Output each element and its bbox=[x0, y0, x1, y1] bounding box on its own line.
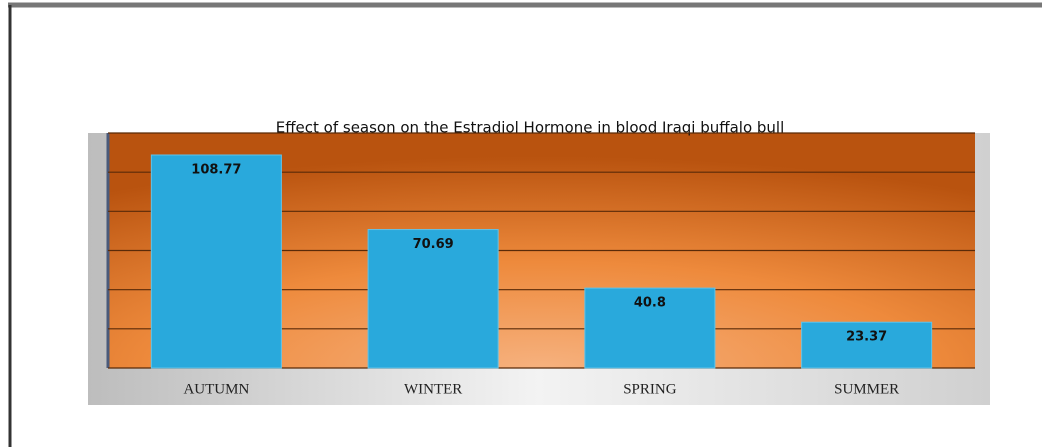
x-tick-label: SUMMER bbox=[834, 381, 899, 397]
bar bbox=[367, 229, 499, 369]
bar bbox=[150, 154, 282, 369]
value-label: 23.37 bbox=[846, 330, 887, 345]
bar bbox=[801, 321, 933, 369]
x-tick-label: WINTER bbox=[404, 381, 462, 397]
value-label: 108.77 bbox=[191, 162, 241, 177]
x-tick-label: AUTUMN bbox=[183, 381, 249, 397]
value-label: 70.69 bbox=[413, 237, 454, 252]
value-label: 40.8 bbox=[634, 296, 666, 311]
x-tick-label: SPRING bbox=[623, 381, 677, 397]
bar bbox=[584, 287, 716, 369]
chart-title: Effect of season on the Estradiol Hormon… bbox=[276, 119, 785, 137]
